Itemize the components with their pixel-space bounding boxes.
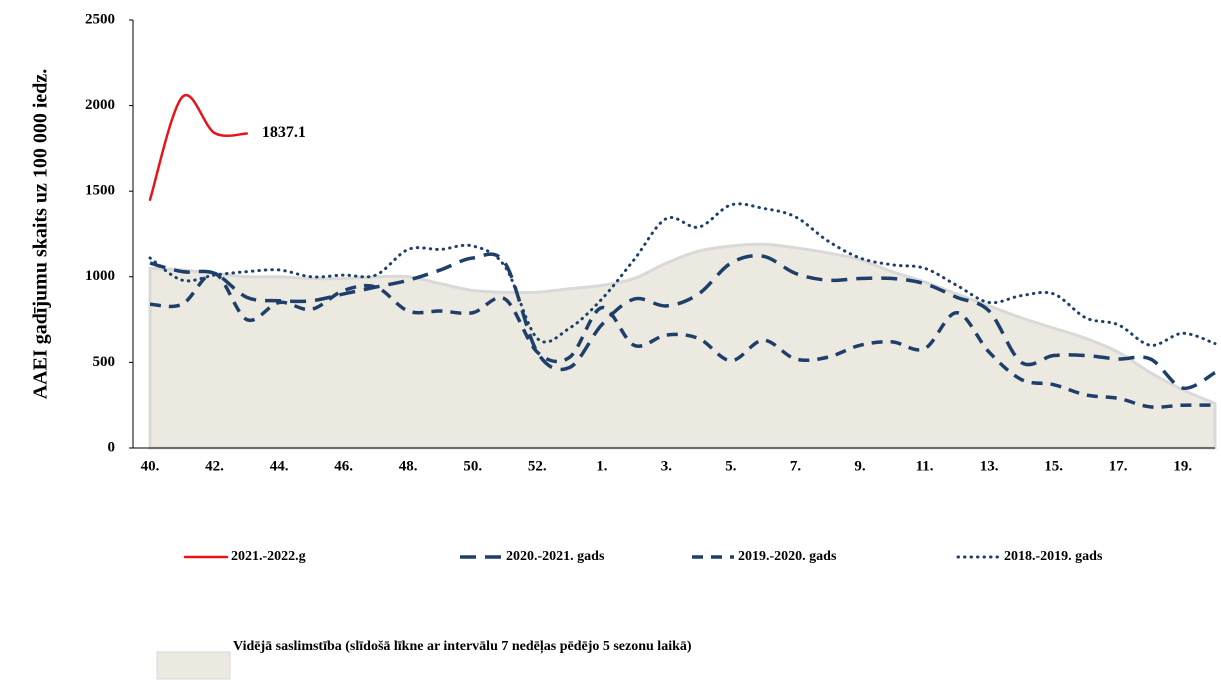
y-tick-label: 1500 bbox=[85, 183, 115, 199]
x-tick-label: 5. bbox=[725, 458, 737, 474]
x-tick-label: 7. bbox=[790, 458, 802, 474]
legend-swatch bbox=[156, 651, 231, 680]
x-tick-label: 46. bbox=[334, 458, 353, 474]
y-tick-label: 1000 bbox=[85, 268, 115, 284]
line bbox=[148, 202, 1217, 347]
x-tick-label: 44. bbox=[270, 458, 289, 474]
area bbox=[148, 242, 1217, 450]
x-tick-label: 11. bbox=[916, 458, 934, 474]
legend-label: 2018.-2019. gads bbox=[1004, 549, 1103, 564]
line bbox=[148, 93, 249, 202]
x-tick-label: 15. bbox=[1044, 458, 1063, 474]
x-tick-label: 52. bbox=[528, 458, 547, 474]
y-tick-label: 0 bbox=[108, 439, 116, 455]
x-tick-label: 19. bbox=[1173, 458, 1192, 474]
y-tick-label: 2000 bbox=[85, 97, 115, 113]
x-tick-label: 42. bbox=[205, 458, 224, 474]
x-tick-label: 17. bbox=[1109, 458, 1128, 474]
legend-label: 2021.-2022.g bbox=[231, 549, 306, 564]
x-tick-label: 9. bbox=[854, 458, 866, 474]
legend-label: 2020.-2021. gads bbox=[506, 549, 605, 564]
x-tick-label: 1. bbox=[596, 458, 608, 474]
line bbox=[149, 271, 1216, 409]
x-tick-label: 13. bbox=[980, 458, 999, 474]
x-tick-label: 50. bbox=[463, 458, 482, 474]
x-tick-label: 40. bbox=[141, 458, 160, 474]
legend-label: 2019.-2020. gads bbox=[738, 549, 837, 564]
x-tick-label: 48. bbox=[399, 458, 418, 474]
x-tick-label: 3. bbox=[661, 458, 673, 474]
legend-label: Vidējā saslimstība (slīdošā līkne ar int… bbox=[233, 639, 692, 654]
y-tick-label: 500 bbox=[93, 354, 116, 370]
y-axis-title: AAEI gadījumu skaits uz 100 000 iedz. bbox=[30, 69, 52, 400]
y-tick-label: 2500 bbox=[85, 11, 115, 27]
data-label: 1837.1 bbox=[262, 124, 306, 141]
